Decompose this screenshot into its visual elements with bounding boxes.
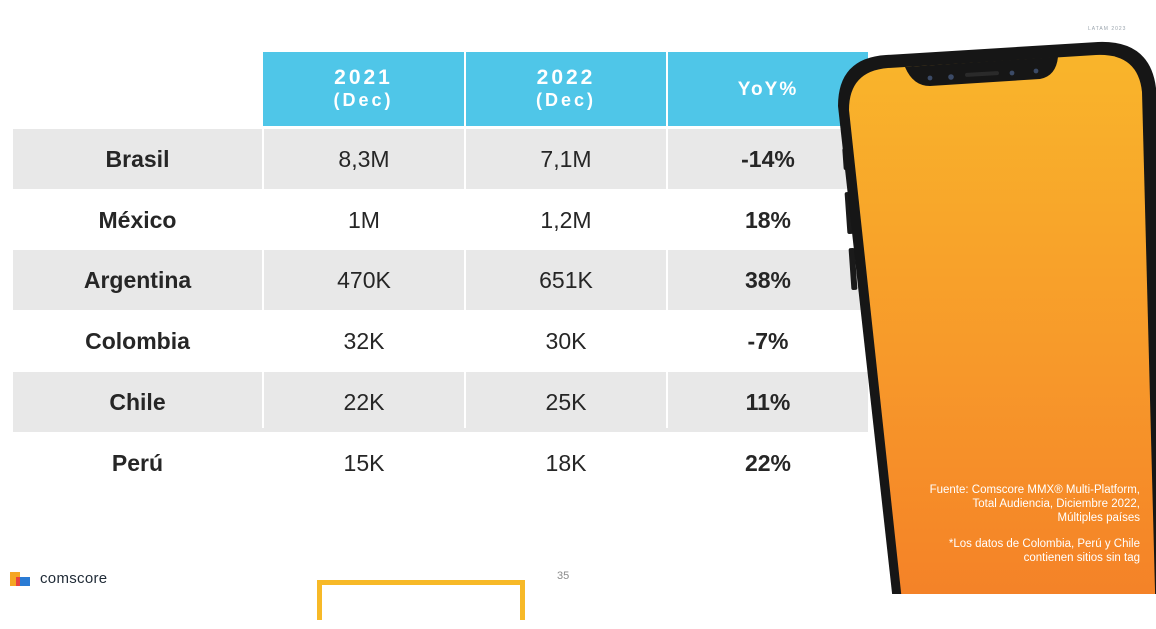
column-divider (464, 126, 466, 428)
header-yoy: YoY% (668, 52, 868, 126)
source-line: Fuente: Comscore MMX® Multi-Platform, (929, 484, 1140, 496)
yoy-cell: -14% (741, 145, 795, 172)
value-2022-cell: 7,1M (540, 145, 592, 172)
corner-mark: LATAM 2023 (1088, 26, 1127, 32)
value-2021-cell: 32K (343, 327, 385, 354)
header-2021-year: 2021 (334, 66, 393, 89)
source-note: Fuente: Comscore MMX® Multi-Platform, To… (900, 483, 1140, 525)
value-2022-cell: 25K (545, 388, 587, 415)
brand-logo: comscore (10, 570, 107, 587)
country-cell: Argentina (83, 266, 192, 293)
footnote-line: contienen sitios sin tag (1023, 552, 1140, 564)
table-row: México 1M 1,2M 18% (13, 190, 868, 250)
table-row: Brasil 8,3M 7,1M -14% (13, 129, 868, 189)
value-2021-cell: 1M (348, 206, 380, 233)
value-2021-cell: 8,3M (338, 145, 390, 172)
table-row: Argentina 470K 651K 38% (13, 250, 868, 310)
yoy-cell: 22% (744, 449, 792, 476)
value-2022-cell: 30K (545, 327, 587, 354)
header-2021-sub: (Dec) (333, 90, 394, 110)
header-2022-sub: (Dec) (535, 90, 596, 110)
yoy-cell: 18% (744, 206, 792, 233)
header-2022: 2022 (Dec) (466, 52, 666, 126)
table-row: Chile 22K 25K 11% (13, 372, 868, 432)
table-row: Colombia 32K 30K -7% (13, 311, 868, 371)
footnote: *Los datos de Colombia, Perú y Chile con… (900, 537, 1140, 565)
footnote-line: *Los datos de Colombia, Perú y Chile (948, 538, 1140, 550)
column-divider (262, 126, 264, 428)
yellow-frame (317, 580, 525, 620)
header-2021: 2021 (Dec) (263, 52, 464, 126)
country-cell: Chile (109, 388, 166, 415)
source-line: Múltiples países (1057, 512, 1140, 524)
value-2022-cell: 18K (545, 449, 587, 476)
value-2021-cell: 470K (337, 266, 391, 293)
value-2022-cell: 1,2M (540, 206, 592, 233)
country-cell: Perú (111, 449, 164, 476)
value-2022-cell: 651K (539, 266, 593, 293)
yoy-cell: 11% (745, 388, 791, 415)
yoy-cell: 38% (744, 266, 792, 293)
country-cell: Colombia (85, 327, 190, 354)
header-2022-year: 2022 (536, 66, 596, 89)
yoy-cell: -7% (747, 327, 789, 354)
value-2021-cell: 22K (343, 388, 385, 415)
page-number: 35 (557, 570, 570, 582)
value-2021-cell: 15K (343, 449, 385, 476)
brand-name: comscore (40, 570, 108, 587)
source-line: Total Audiencia, Diciembre 2022, (972, 498, 1141, 510)
country-cell: México (98, 206, 177, 233)
table-row: Perú 15K 18K 22% (13, 433, 868, 493)
comscore-logo-icon (10, 571, 32, 586)
column-divider (666, 126, 668, 428)
country-cell: Brasil (105, 145, 170, 172)
